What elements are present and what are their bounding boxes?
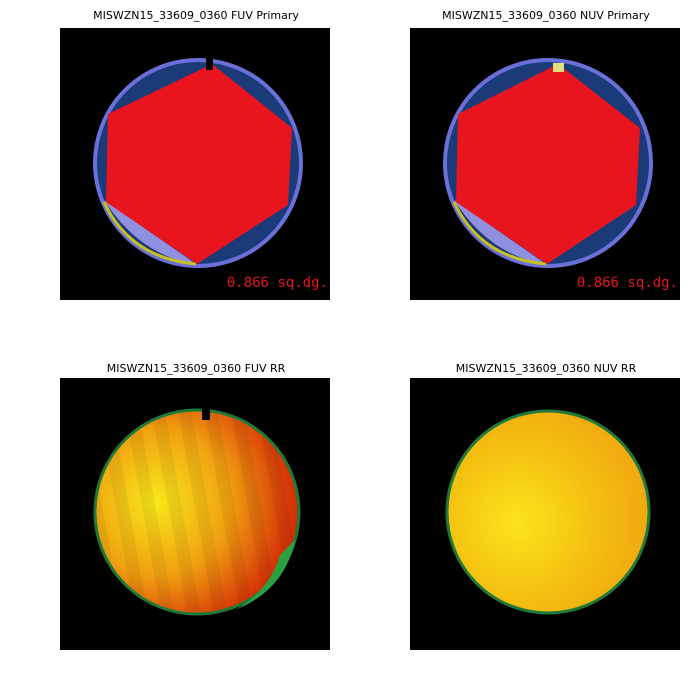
panel-title: MISWZN15_33609_0360 FUV Primary xyxy=(93,9,299,22)
notch xyxy=(202,406,210,420)
detector-image xyxy=(445,409,651,615)
edge-arc xyxy=(102,201,197,266)
notch xyxy=(206,58,213,70)
hexagon xyxy=(106,64,292,264)
edge-arc xyxy=(452,201,547,266)
area-label: 0.866 sq.dg. xyxy=(577,275,678,291)
panel-title: MISWZN15_33609_0360 FUV RR xyxy=(107,362,286,375)
hexagon xyxy=(456,64,640,264)
panel-title: MISWZN15_33609_0360 NUV Primary xyxy=(442,9,650,22)
stripe-pattern xyxy=(97,412,297,612)
area-label: 0.866 sq.dg. xyxy=(227,275,328,291)
edge-region xyxy=(235,540,295,610)
marker xyxy=(553,63,564,72)
panel-title: MISWZN15_33609_0360 NUV RR xyxy=(456,362,637,375)
